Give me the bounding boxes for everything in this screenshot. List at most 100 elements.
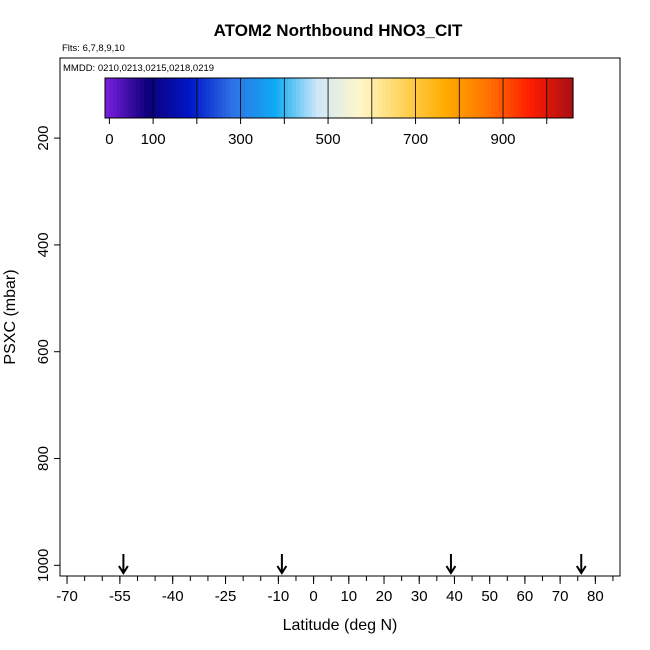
colorbar-segment bbox=[409, 78, 414, 118]
colorbar-segment bbox=[120, 78, 126, 118]
colorbar-segment bbox=[276, 78, 282, 118]
colorbar-segment bbox=[526, 78, 531, 118]
colorbar-segment bbox=[358, 78, 363, 118]
colorbar-segment bbox=[459, 78, 465, 118]
colorbar-tick-label: 0 bbox=[105, 131, 113, 148]
colorbar-segment bbox=[237, 78, 243, 118]
y-tick-label: 400 bbox=[35, 232, 52, 257]
colorbar-segment bbox=[428, 78, 434, 118]
colorbar-segment bbox=[303, 78, 309, 118]
colorbar-segment bbox=[506, 78, 512, 118]
x-tick-label: -70 bbox=[56, 588, 78, 605]
boundary-arrow-head bbox=[445, 565, 457, 575]
y-tick-label: 800 bbox=[35, 446, 52, 471]
flight-boundary-markers bbox=[118, 554, 587, 575]
x-tick-label: 0 bbox=[309, 588, 317, 605]
x-axis: -70 -55 -40 -25 -10 0 10 20 30 40 50 60 70 80 bbox=[56, 576, 614, 605]
colorbar-segment bbox=[432, 78, 438, 118]
colorbar-segment bbox=[163, 78, 168, 118]
colorbar-segment bbox=[327, 78, 332, 118]
colorbar-segment bbox=[498, 78, 504, 118]
colorbar-segment bbox=[323, 78, 328, 118]
colorbar-segment bbox=[502, 78, 508, 118]
colorbar-segment bbox=[448, 78, 453, 118]
colorbar-segment bbox=[288, 78, 293, 118]
colorbar-segment bbox=[530, 78, 535, 118]
colorbar-segment bbox=[385, 78, 391, 118]
colorbar-segment bbox=[557, 78, 562, 118]
plot-frame bbox=[59, 57, 621, 577]
colorbar-segment bbox=[198, 78, 204, 118]
y-tick-label: 600 bbox=[35, 339, 52, 364]
boundary-arrow-head bbox=[276, 565, 288, 575]
x-tick-label: 10 bbox=[340, 588, 357, 605]
colorbar-segment bbox=[206, 78, 211, 118]
colorbar-segment bbox=[479, 78, 484, 118]
colorbar-tick-label: 500 bbox=[316, 131, 341, 148]
colorbar-segment bbox=[335, 78, 340, 118]
colorbar-tick-label: 100 bbox=[141, 131, 166, 148]
colorbar-segment bbox=[108, 78, 114, 118]
colorbar-segment bbox=[331, 78, 336, 118]
colorbar-segment bbox=[456, 78, 461, 118]
colorbar-segment bbox=[155, 78, 161, 118]
colorbar-segment bbox=[362, 78, 367, 118]
flight-track-5 bbox=[390, 159, 449, 539]
colorbar-segment bbox=[249, 78, 254, 118]
colorbar-segment bbox=[151, 78, 157, 118]
colorbar-segment bbox=[487, 78, 492, 118]
colorbar-segment bbox=[284, 78, 289, 118]
colorbar-segment bbox=[210, 78, 215, 118]
colorbar-segment bbox=[346, 78, 352, 118]
colorbar-segment bbox=[128, 78, 133, 118]
colorbar-tick-label: 700 bbox=[403, 131, 428, 148]
colorbar-segment bbox=[319, 78, 324, 118]
colorbar-segment bbox=[179, 78, 184, 118]
colorbar-segment bbox=[292, 78, 297, 118]
colorbar-segment bbox=[272, 78, 278, 118]
colorbar-segment bbox=[186, 78, 192, 118]
colorbar-segment bbox=[214, 78, 219, 118]
colorbar-segment bbox=[534, 78, 539, 118]
colorbar-segment bbox=[483, 78, 488, 118]
colorbar-segment bbox=[136, 78, 141, 118]
y-tick-label: 1000 bbox=[35, 549, 52, 582]
colorbar-segment bbox=[218, 78, 223, 118]
colorbar-segment bbox=[553, 78, 558, 118]
y-tick-label: 200 bbox=[35, 126, 52, 151]
colorbar-segment bbox=[124, 78, 129, 118]
colorbar-segment bbox=[463, 78, 469, 118]
colorbar-segment bbox=[264, 78, 270, 118]
colorbar-segment bbox=[549, 78, 555, 118]
colorbar-segment bbox=[401, 78, 406, 118]
colorbar-segment bbox=[467, 78, 473, 118]
colorbar-segment bbox=[389, 78, 395, 118]
colorbar-segment bbox=[280, 78, 285, 118]
colorbar-segment bbox=[257, 78, 262, 118]
colorbar-segment bbox=[116, 78, 122, 118]
y-axis: 200 400 600 800 1000 bbox=[35, 126, 60, 582]
colorbar-segment bbox=[452, 78, 457, 118]
colorbar-segment bbox=[514, 78, 519, 118]
colorbar-segment bbox=[339, 78, 344, 118]
colorbar-segment bbox=[159, 78, 165, 118]
colorbar-segment bbox=[397, 78, 402, 118]
colorbar-segment bbox=[105, 78, 110, 118]
colorbar-segment bbox=[518, 78, 523, 118]
colorbar-frame bbox=[104, 77, 574, 119]
colorbar-segment bbox=[495, 78, 500, 118]
colorbar-segment bbox=[405, 78, 410, 118]
x-tick-label: 70 bbox=[552, 588, 569, 605]
colorbar-segment bbox=[147, 78, 153, 118]
colorbar-segment bbox=[569, 78, 574, 118]
colorbar-segment bbox=[440, 78, 445, 118]
flight-tracks bbox=[73, 143, 597, 545]
colorbar-segment bbox=[510, 78, 516, 118]
colorbar-segment bbox=[378, 78, 383, 118]
colorbar-segment bbox=[171, 78, 176, 118]
colorbar-segment bbox=[471, 78, 477, 118]
x-tick-label: -25 bbox=[215, 588, 237, 605]
colorbar-segment bbox=[436, 78, 441, 118]
x-tick-label: -55 bbox=[109, 588, 131, 605]
